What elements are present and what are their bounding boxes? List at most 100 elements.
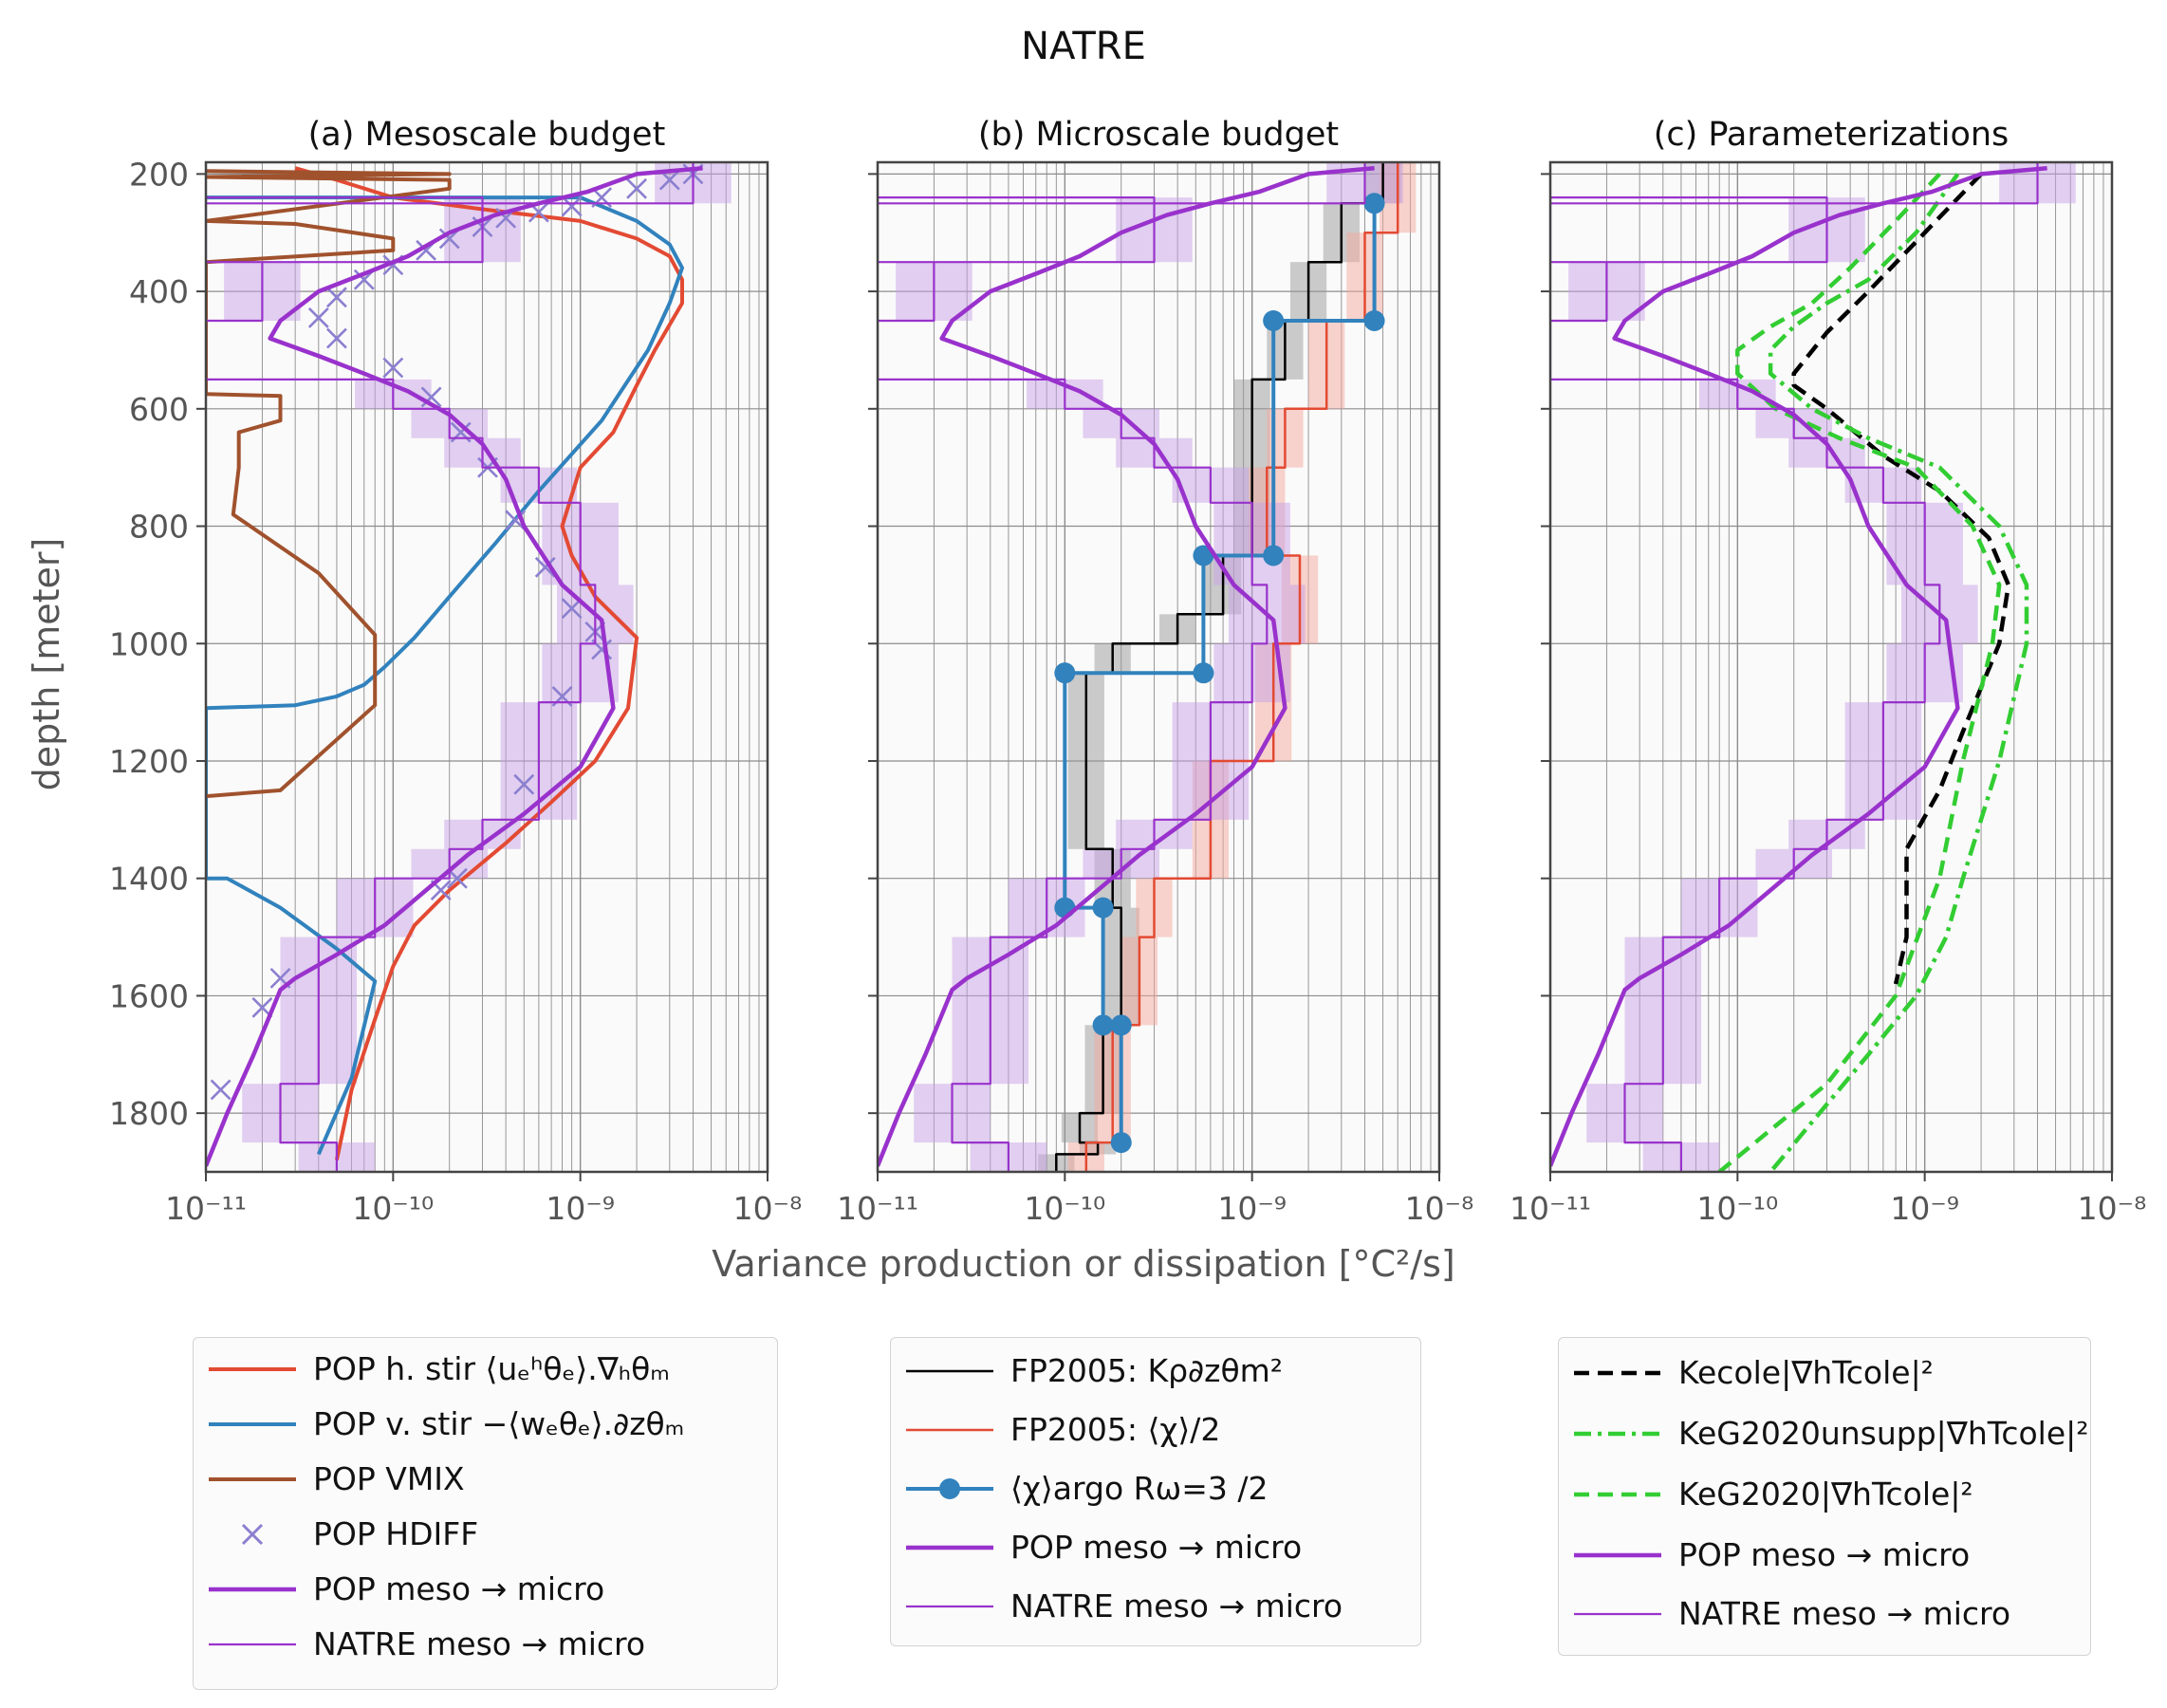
y-axis-label: depth [meter] — [26, 538, 67, 791]
legend-swatch — [906, 1428, 993, 1432]
argo-marker — [1054, 897, 1076, 919]
panel-title: (c) Parameterizations — [1654, 116, 2010, 154]
argo-marker — [1092, 897, 1114, 919]
legend-swatch — [906, 1605, 993, 1608]
legend-c-g2020-label: KeG2020|∇hTcole|² — [1678, 1476, 1973, 1513]
y-tick-label: 1400 — [109, 861, 189, 898]
legend-b-fp-krho-label: FP2005: Kρ∂zθm² — [1010, 1352, 1284, 1389]
y-tick-label: 1600 — [109, 977, 189, 1014]
hdiff-marker — [307, 307, 329, 328]
h-stir-line — [294, 166, 684, 1161]
y-tick-label: 1800 — [109, 1095, 189, 1132]
argo-marker — [1363, 193, 1385, 214]
hdiff-marker — [326, 327, 347, 349]
legend-b-argo: ⟨χ⟩argo Rω=3 /2 — [891, 1461, 1420, 1516]
panel-a: (a) Mesoscale budget 10⁻¹¹ 10⁻¹⁰ 10⁻⁹ 10⁻⁸ 20… — [109, 116, 802, 1227]
x-tick-label: 10⁻⁹ — [1890, 1190, 1959, 1227]
legend-a-hdiff-label: POP HDIFF — [313, 1515, 479, 1552]
legend-swatch — [906, 1545, 993, 1550]
legend-swatch — [1574, 1612, 1661, 1616]
legend-a-natre-meso-label: NATRE meso → micro — [313, 1625, 646, 1662]
x-tick-label: 10⁻¹¹ — [837, 1190, 918, 1227]
legend-a-h-stir-label: POP h. stir ⟨uₑʰθₑ⟩.∇ₕθₘ — [313, 1350, 670, 1387]
legend-c-natre-meso: NATRE meso → micro — [1559, 1587, 2090, 1642]
x-tick-label: 10⁻⁹ — [546, 1190, 615, 1227]
legend-a-v-stir: POP v. stir −⟨wₑθₑ⟩.∂zθₘ — [194, 1397, 777, 1452]
hdiff-marker — [505, 510, 527, 531]
legend-c-pop-meso-label: POP meso → micro — [1678, 1536, 1971, 1573]
natre-meso-micro-line — [206, 162, 695, 1172]
argo-marker — [1054, 662, 1076, 684]
fp-krho-line — [1055, 162, 1384, 1172]
v-stir-line — [206, 195, 684, 1156]
argo-marker — [1263, 310, 1285, 332]
hdiff-marker — [534, 556, 556, 578]
legend-b-natre-meso: NATRE meso → micro — [891, 1579, 1420, 1634]
y-tick-label: 600 — [129, 391, 189, 428]
x-tick-label: 10⁻¹¹ — [1509, 1190, 1591, 1227]
legend-a-pop-meso-label: POP meso → micro — [313, 1570, 605, 1607]
hdiff-marker — [513, 773, 535, 795]
x-tick-label: 10⁻¹⁰ — [352, 1190, 434, 1227]
panel-title: (a) Mesoscale budget — [308, 116, 666, 154]
y-tick-label: 400 — [129, 273, 189, 310]
pop-meso-micro-line — [1550, 165, 2047, 1167]
hdiff-marker — [326, 287, 347, 308]
legend-c-natre-meso-label: NATRE meso → micro — [1678, 1595, 2011, 1632]
panel-b: (b) Microscale budget 10⁻¹¹ 10⁻¹⁰ 10⁻⁹ 10⁻⁸ — [837, 116, 1473, 1227]
legend-c-pop-meso: POP meso → micro — [1559, 1528, 2090, 1583]
y-tick-label: 800 — [129, 509, 189, 546]
plot-area — [1550, 162, 2076, 1172]
argo-marker — [1110, 1132, 1132, 1154]
hdiff-marker — [446, 867, 468, 889]
legend-a-pop-meso: POP meso → micro — [194, 1562, 777, 1617]
x-tick-label: 10⁻¹⁰ — [1696, 1190, 1778, 1227]
argo-marker — [1092, 1014, 1114, 1036]
legend-swatch — [209, 1422, 296, 1426]
g2020-line — [1717, 172, 2002, 1172]
legend-swatch — [1574, 1370, 1661, 1376]
g2020-unsupp-line — [1768, 173, 2029, 1172]
natre-meso-micro-line — [878, 162, 1366, 1172]
legend-c-cole-label: Kecole|∇hTcole|² — [1678, 1354, 1934, 1391]
legend-b-natre-meso-label: NATRE meso → micro — [1010, 1587, 1343, 1624]
legend-c-g2020-unsupp-label: KeG2020unsupp|∇hTcole|² — [1678, 1415, 2089, 1452]
legend-a-hdiff: POP HDIFF — [194, 1507, 777, 1562]
hdiff-marker — [561, 598, 583, 620]
legend-swatch — [241, 1523, 264, 1546]
legend-b-pop-meso-label: POP meso → micro — [1010, 1529, 1303, 1566]
axes-frame — [204, 160, 769, 1174]
x-tick-label: 10⁻⁹ — [1217, 1190, 1287, 1227]
vmix-line — [206, 169, 452, 799]
legend-swatch — [906, 1369, 993, 1373]
pop-meso-micro-line — [878, 165, 1375, 1167]
x-tick-label: 10⁻¹⁰ — [1024, 1190, 1105, 1227]
plot-area — [206, 162, 732, 1172]
cole-param-line — [1791, 172, 2011, 985]
argo-marker — [1193, 545, 1214, 566]
legend-c-g2020-unsupp: KeG2020unsupp|∇hTcole|² — [1559, 1406, 2090, 1461]
legend-c: Kecole|∇hTcole|² KeG2020unsupp|∇hTcole|²… — [1558, 1337, 2091, 1656]
pop-meso-micro-line — [206, 165, 703, 1167]
argo-marker — [1110, 1014, 1132, 1036]
y-tick-label: 1200 — [109, 743, 189, 780]
natre-meso-micro-line — [1550, 162, 2039, 1172]
legend-swatch — [209, 1367, 296, 1371]
x-tick-label: 10⁻⁸ — [2078, 1190, 2147, 1227]
legend-a-v-stir-label: POP v. stir −⟨wₑθₑ⟩.∂zθₘ — [313, 1405, 685, 1442]
legend-c-cole: Kecole|∇hTcole|² — [1559, 1346, 2090, 1401]
legend-swatch — [209, 1587, 296, 1592]
legend-swatch — [1574, 1552, 1661, 1558]
legend-b-pop-meso: POP meso → micro — [891, 1520, 1420, 1575]
hdiff-marker — [420, 386, 442, 408]
panel-title: (b) Microscale budget — [978, 116, 1339, 154]
figure-title: NATRE — [1021, 25, 1146, 68]
argo-marker — [1193, 662, 1214, 684]
y-tick-label: 1000 — [109, 625, 189, 662]
legend-a: POP h. stir ⟨uₑʰθₑ⟩.∇ₕθₘ POP v. stir −⟨w… — [193, 1337, 778, 1690]
legend-b-fp-chi: FP2005: ⟨χ⟩/2 — [891, 1402, 1420, 1457]
plot-area — [878, 162, 1417, 1172]
argo-marker — [1363, 310, 1385, 332]
legend-a-vmix: POP VMIX — [194, 1452, 777, 1507]
